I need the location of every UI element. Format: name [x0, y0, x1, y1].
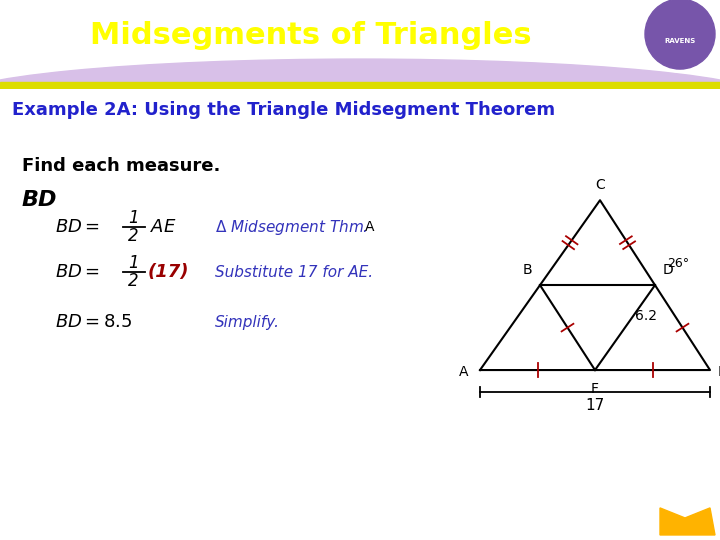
- Text: Substitute 17 for AE.: Substitute 17 for AE.: [215, 265, 373, 280]
- Ellipse shape: [0, 59, 720, 139]
- Text: (17): (17): [148, 263, 189, 281]
- Text: Example 2A: Using the Triangle Midsegment Theorem: Example 2A: Using the Triangle Midsegmen…: [12, 101, 555, 119]
- Text: RAVENS: RAVENS: [665, 38, 696, 44]
- Text: 2: 2: [128, 227, 139, 245]
- Text: $BD=$: $BD=$: [55, 218, 100, 236]
- Circle shape: [645, 0, 715, 69]
- Text: A: A: [459, 365, 468, 379]
- Text: Geometry: Geometry: [600, 514, 690, 532]
- Text: B: B: [523, 263, 532, 277]
- Text: 2: 2: [128, 272, 139, 290]
- Text: F: F: [591, 382, 599, 396]
- Circle shape: [642, 0, 718, 72]
- Text: $AE$: $AE$: [150, 218, 176, 236]
- Text: A: A: [365, 220, 374, 234]
- Text: $\Delta$ Midsegment Thm.: $\Delta$ Midsegment Thm.: [215, 218, 368, 237]
- Text: 1: 1: [128, 254, 139, 272]
- Bar: [0, 82, 720, 89]
- Text: $BD=$: $BD=$: [55, 263, 100, 281]
- Text: 4-4: 4-4: [18, 21, 84, 55]
- Text: D: D: [663, 263, 674, 277]
- Text: Simplify.: Simplify.: [215, 315, 280, 329]
- Text: E: E: [718, 365, 720, 379]
- Text: $BD = 8.5$: $BD = 8.5$: [55, 313, 132, 331]
- Text: 6.2: 6.2: [635, 308, 657, 322]
- Text: 26°: 26°: [667, 257, 689, 270]
- Text: 17: 17: [585, 398, 605, 413]
- Text: BD: BD: [22, 190, 58, 210]
- Text: Find each measure.: Find each measure.: [22, 157, 220, 176]
- Text: 1: 1: [128, 209, 139, 227]
- Text: Midsegments of Triangles: Midsegments of Triangles: [90, 21, 531, 50]
- Polygon shape: [660, 508, 715, 535]
- Text: C: C: [595, 178, 605, 192]
